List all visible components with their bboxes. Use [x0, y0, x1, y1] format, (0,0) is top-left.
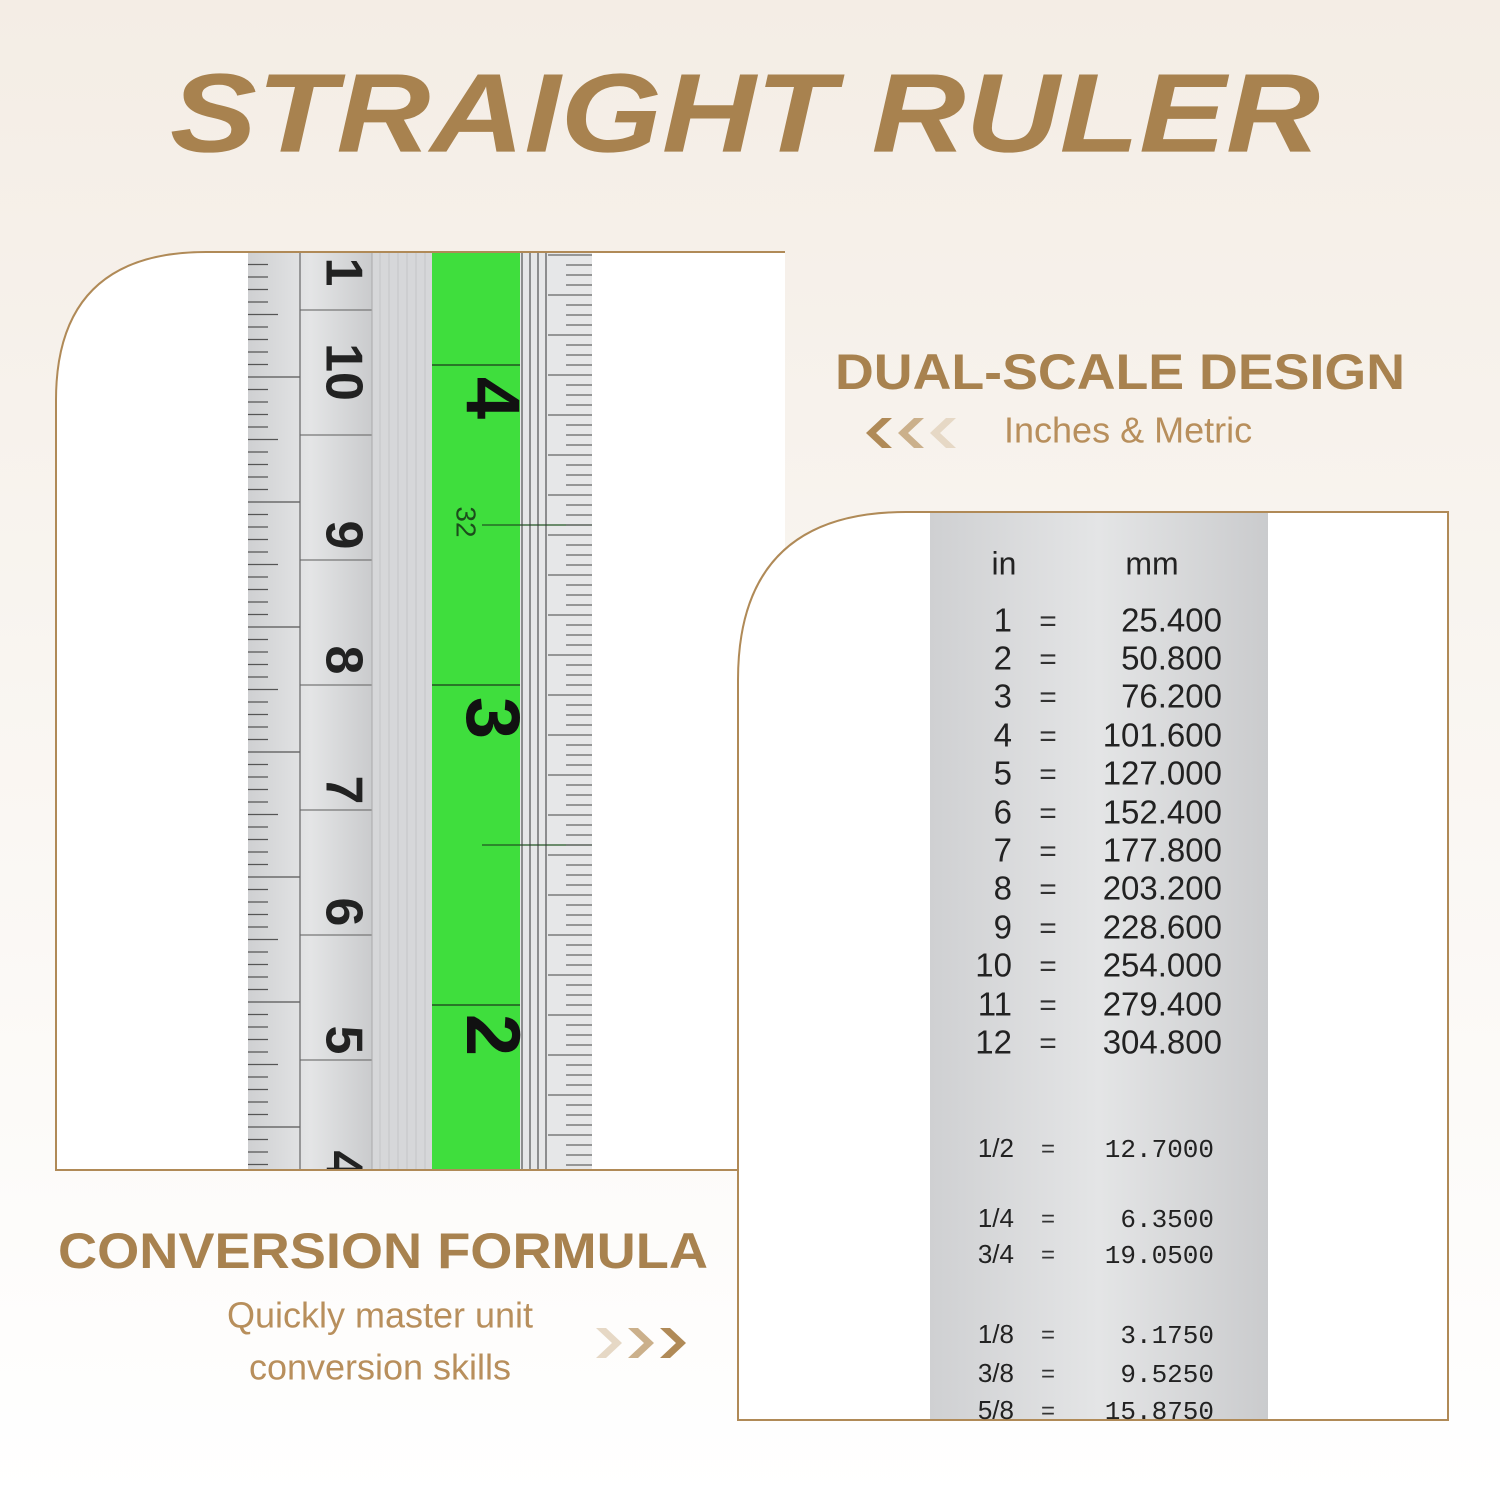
in-cell: 1/2: [978, 1133, 1014, 1163]
mm-cell: 177.800: [1103, 832, 1222, 869]
metal-strip: [930, 513, 1268, 1419]
inch-label: 4: [450, 377, 535, 419]
page-title: STRAIGHT RULER: [170, 51, 1320, 176]
in-cell: 10: [975, 947, 1012, 984]
conversion-photo: [930, 513, 1268, 1419]
equals-cell: =: [1041, 1241, 1055, 1268]
in-cell: 6: [994, 794, 1012, 831]
inch-label: 2: [450, 1014, 535, 1056]
mm-cell: 15.8750: [1105, 1397, 1214, 1427]
equals-cell: =: [1039, 643, 1057, 676]
metal-edge: [372, 253, 432, 1169]
chevrons-right: [596, 1328, 686, 1358]
mm-cell: 203.200: [1103, 870, 1222, 907]
mm-cell: 3.1750: [1120, 1321, 1214, 1351]
green-strip: [432, 253, 520, 1169]
metal-strip: [248, 253, 372, 1169]
cm-label: 4: [314, 1151, 372, 1180]
in-cell: 2: [994, 640, 1012, 677]
mm-cell: 304.800: [1103, 1024, 1222, 1061]
in-cell: 11: [978, 986, 1012, 1023]
in-cell: 3: [994, 678, 1012, 715]
cm-label: 1: [314, 258, 372, 287]
small-label: 32: [451, 506, 482, 537]
chevrons-left: [866, 418, 956, 448]
mm-cell: 254.000: [1103, 947, 1222, 984]
equals-cell: =: [1041, 1397, 1055, 1424]
equals-cell: =: [1039, 681, 1057, 714]
equals-cell: =: [1039, 989, 1057, 1022]
feature-subtitle: Inches & Metric: [1004, 410, 1252, 451]
equals-cell: =: [1039, 758, 1057, 791]
equals-cell: =: [1039, 873, 1057, 906]
in-cell: 3/8: [978, 1358, 1014, 1388]
in-cell: 1/8: [978, 1319, 1014, 1349]
in-cell: 8: [994, 870, 1012, 907]
mm-cell: 12.7000: [1105, 1135, 1214, 1165]
mm-cell: 19.0500: [1105, 1241, 1214, 1271]
scale-strip: [520, 253, 592, 1169]
mm-cell: 101.600: [1103, 717, 1222, 754]
in-cell: 1/4: [978, 1203, 1014, 1233]
cm-label: 9: [314, 521, 372, 550]
equals-cell: =: [1041, 1321, 1055, 1348]
equals-cell: =: [1039, 835, 1057, 868]
mm-cell: 25.400: [1121, 602, 1222, 639]
equals-cell: =: [1039, 1027, 1057, 1060]
in-cell: 9: [994, 909, 1012, 946]
cm-label: 7: [314, 776, 372, 805]
in-cell: 5/8: [978, 1395, 1014, 1425]
equals-cell: =: [1039, 605, 1057, 638]
mm-cell: 127.000: [1103, 755, 1222, 792]
mm-cell: 76.200: [1121, 678, 1222, 715]
column-header: in: [992, 545, 1017, 581]
cm-label: 8: [314, 646, 372, 675]
in-cell: 1: [994, 602, 1012, 639]
mm-cell: 50.800: [1121, 640, 1222, 677]
equals-cell: =: [1039, 950, 1057, 983]
equals-cell: =: [1039, 912, 1057, 945]
equals-cell: =: [1041, 1135, 1055, 1162]
cm-label: 5: [314, 1026, 372, 1055]
in-cell: 12: [975, 1024, 1012, 1061]
column-header: mm: [1125, 545, 1178, 581]
in-cell: 5: [994, 755, 1012, 792]
feature-subtitle: conversion skills: [249, 1347, 511, 1388]
conversion-table: in mm 1 = 25.400 2 = 50.800 3 = 76.200 4 = 101.600 5 = 1…: [975, 545, 1222, 1426]
feature-title: DUAL-SCALE DESIGN: [835, 344, 1405, 400]
cm-label: 6: [314, 898, 372, 927]
in-cell: 7: [994, 832, 1012, 869]
mm-cell: 6.3500: [1120, 1205, 1214, 1235]
equals-cell: =: [1041, 1360, 1055, 1387]
in-cell: 3/4: [978, 1239, 1014, 1269]
in-cell: 4: [994, 717, 1012, 754]
equals-cell: =: [1041, 1205, 1055, 1232]
feature-title: CONVERSION FORMULA: [58, 1223, 708, 1279]
mm-cell: 152.400: [1103, 794, 1222, 831]
equals-cell: =: [1039, 720, 1057, 753]
mm-cell: 279.400: [1103, 986, 1222, 1023]
mm-cell: 228.600: [1103, 909, 1222, 946]
inch-label: 3: [450, 697, 535, 739]
equals-cell: =: [1039, 797, 1057, 830]
mm-cell: 9.5250: [1120, 1360, 1214, 1390]
feature-subtitle: Quickly master unit: [227, 1295, 533, 1336]
cm-label: 10: [314, 343, 372, 401]
